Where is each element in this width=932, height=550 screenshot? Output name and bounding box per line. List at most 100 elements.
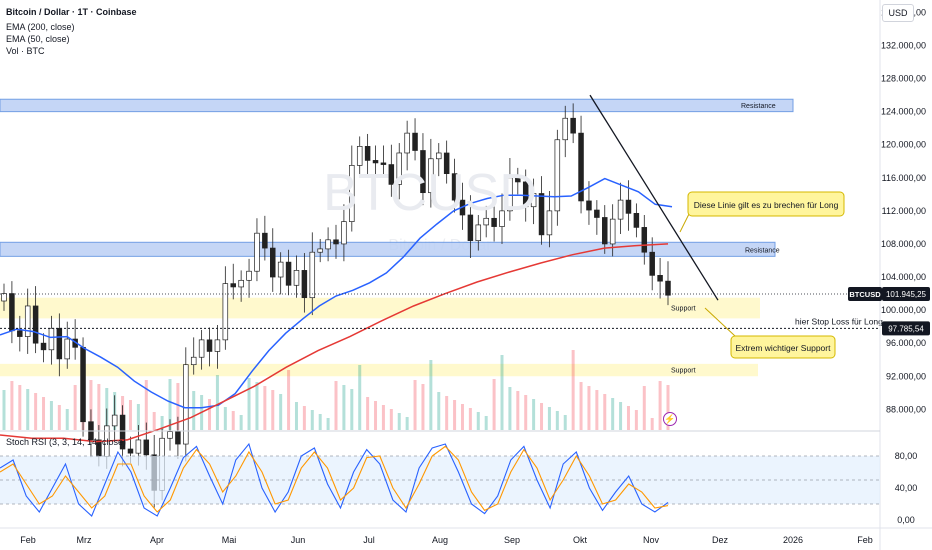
time-tick-label: Aug	[432, 535, 448, 545]
candle-up	[436, 152, 442, 160]
resistance-label-top: Resistance	[741, 103, 776, 110]
candle-down	[443, 152, 450, 175]
volume-bar	[658, 381, 662, 430]
volume-bar	[326, 418, 330, 430]
candle-down	[625, 199, 632, 214]
stoch-rsi-pane[interactable]: 80,00 40,00 0,00	[0, 430, 917, 525]
candle-up	[167, 431, 173, 439]
symbol-title[interactable]: Bitcoin / Dollar · 1T · Coinbase	[6, 7, 137, 17]
candle-down	[586, 200, 592, 211]
volume-bar	[342, 385, 346, 430]
volume-bar	[310, 410, 314, 430]
candle-down	[119, 414, 126, 450]
candle-up	[246, 270, 252, 281]
volume-bar	[603, 394, 607, 430]
candle-up	[325, 239, 331, 250]
volume-bar	[215, 375, 219, 430]
currency-button[interactable]: USD	[882, 4, 914, 22]
ema50-legend[interactable]: EMA (50, close)	[6, 34, 70, 44]
candle-up	[349, 165, 355, 222]
candle-down	[665, 280, 671, 296]
price-tick-label: 88.000,00	[886, 404, 926, 414]
lightning-icon[interactable]: ⚡	[663, 412, 677, 426]
stoch-k-line	[0, 442, 669, 517]
volume-bar	[381, 405, 385, 430]
candle-up	[254, 232, 260, 272]
volume-bar	[294, 402, 298, 430]
support-label-lower: Support	[671, 368, 696, 375]
volume-bar	[223, 407, 227, 430]
volume-bar	[516, 391, 520, 430]
stop-loss-label: hier Stop Loss für Long	[795, 316, 883, 326]
volume-bar	[144, 380, 148, 430]
callout-line-text: Diese Linie gilt es zu brechen für Long	[694, 200, 839, 210]
stop-price-tag: 97.785,54	[888, 324, 924, 333]
time-tick-label: 2026	[783, 535, 803, 545]
candle-down	[9, 293, 15, 332]
candle-down	[578, 132, 584, 202]
volume-bar	[73, 385, 77, 430]
candle-down	[32, 305, 39, 344]
candle-up	[24, 305, 31, 337]
candle-down	[230, 283, 236, 288]
volume-bar	[358, 365, 362, 430]
volume-bar	[532, 399, 536, 430]
candle-down	[633, 212, 640, 228]
support-label-upper: Support	[671, 306, 696, 313]
candle-down	[570, 117, 576, 134]
volume-bar	[366, 397, 370, 430]
last-price-tag: 101.945,25	[886, 290, 927, 299]
price-axis[interactable]: 136.000,00132.000,00128.000,00124.000,00…	[848, 0, 930, 550]
stoch-rsi-legend[interactable]: Stoch RSI (3, 3, 14, 14, close)	[6, 437, 127, 447]
volume-bar	[208, 399, 212, 430]
candle-up	[475, 224, 482, 241]
volume-bar	[445, 396, 449, 430]
candle-up	[309, 251, 316, 299]
time-axis[interactable]: Feb Mrz Apr Mai Jun Jul Aug Sep Okt Nov Dez 2026 Feb	[0, 527, 932, 545]
volume-bar	[634, 410, 638, 430]
time-tick-label: Mrz	[77, 535, 92, 545]
volume-bar	[524, 395, 528, 430]
volume-bar	[318, 414, 322, 430]
candle-down	[602, 217, 608, 245]
volume-bar	[65, 409, 69, 430]
volume-bar	[650, 418, 654, 430]
time-tick-label: Apr	[150, 535, 164, 545]
volume-bar	[595, 390, 599, 430]
candle-up	[428, 158, 434, 194]
volume-bar	[152, 412, 156, 430]
time-tick-label: Jul	[363, 535, 375, 545]
volume-bar	[611, 398, 615, 430]
candle-down	[285, 261, 292, 286]
volume-bar	[492, 379, 496, 430]
candle-down	[143, 439, 150, 456]
volume-legend[interactable]: Vol · BTC	[6, 46, 45, 56]
candle-down	[80, 346, 86, 423]
volume-bar	[547, 407, 551, 430]
volume-bar	[500, 355, 504, 430]
candle-down	[56, 327, 63, 360]
candle-up	[135, 439, 142, 454]
candles-layer	[1, 103, 671, 508]
volume-bar	[271, 390, 275, 430]
candle-up	[356, 146, 363, 166]
callout-support-box	[730, 335, 836, 359]
candle-down	[333, 239, 339, 245]
volume-bar	[468, 408, 472, 430]
volume-bar	[239, 415, 243, 430]
candle-down	[420, 150, 426, 194]
candle-up	[530, 193, 537, 208]
ema200-legend[interactable]: EMA (200, close)	[6, 22, 75, 32]
candle-up	[293, 270, 300, 286]
zones-layer: Bitcoin / Dollar	[0, 98, 794, 377]
volume-bar	[421, 384, 425, 430]
stop-price-tag-bg	[882, 321, 930, 336]
candle-down	[594, 209, 600, 218]
volume-bar	[619, 402, 623, 430]
candle-down	[491, 217, 497, 227]
volume-bar	[42, 397, 46, 430]
candle-up	[190, 356, 197, 366]
volume-bar	[626, 406, 630, 430]
volume-bar	[413, 380, 417, 430]
